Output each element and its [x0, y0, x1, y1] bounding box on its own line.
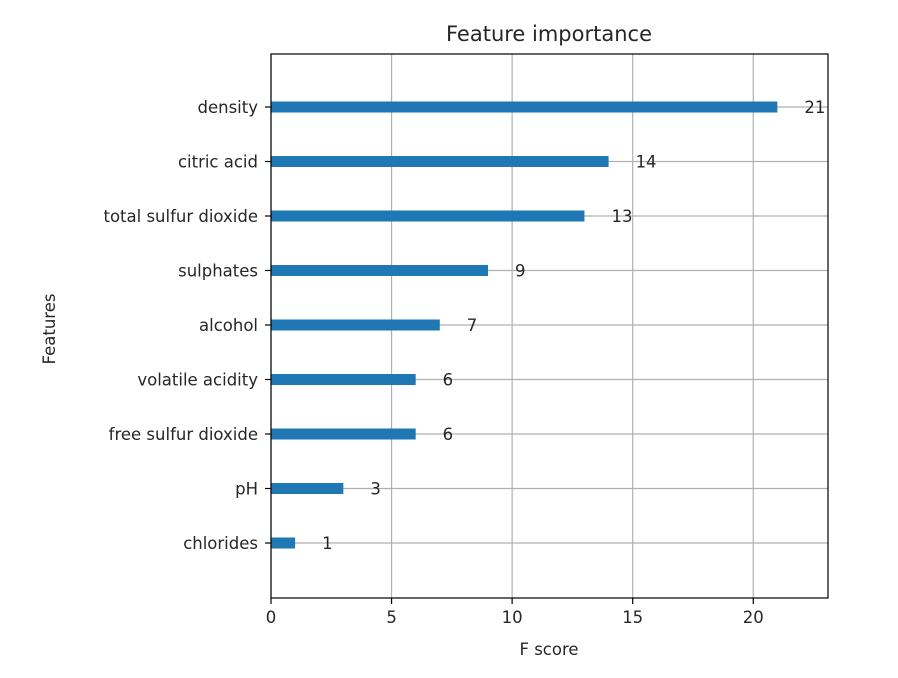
- bar: [271, 537, 296, 549]
- plot-frame: [270, 53, 829, 599]
- y-tick-label: pH: [235, 480, 258, 499]
- bar: [271, 210, 585, 222]
- bar-value-label: 21: [804, 98, 825, 117]
- y-tick-label: total sulfur dioxide: [103, 207, 258, 226]
- y-tick-label: alcohol: [199, 316, 258, 335]
- y-axis-label: Features: [40, 294, 59, 365]
- y-tick-label: sulphates: [178, 262, 258, 281]
- y-tick-label: chlorides: [183, 534, 258, 553]
- bar-value-label: 1: [322, 534, 333, 553]
- y-tick-label: density: [198, 98, 259, 117]
- y-tick-label: volatile acidity: [137, 371, 258, 390]
- x-tick-label: 0: [266, 608, 277, 627]
- ticks-layer: 0 5 10 15 20: [265, 106, 764, 627]
- bar: [271, 483, 344, 494]
- labels-layer: density 21 citric acid 14 total sulfur dioxi…: [103, 98, 825, 553]
- chart-title: Feature importance: [446, 22, 652, 46]
- bar: [271, 374, 416, 385]
- x-tick-label: 15: [622, 608, 643, 627]
- bar-value-label: 3: [370, 480, 381, 499]
- x-axis-label: F score: [519, 640, 578, 659]
- bar: [271, 428, 416, 440]
- bar-value-label: 6: [443, 371, 454, 390]
- x-tick-label: 10: [502, 608, 523, 627]
- bar-value-label: 9: [515, 262, 526, 281]
- bar: [271, 265, 489, 276]
- bar: [271, 156, 609, 167]
- y-tick-label: free sulfur dioxide: [109, 425, 258, 444]
- bar-value-label: 6: [443, 425, 454, 444]
- bar: [271, 319, 440, 331]
- x-tick-label: 5: [386, 608, 397, 627]
- bars-layer: [271, 101, 778, 549]
- bar-value-label: 13: [611, 207, 632, 226]
- bar-value-label: 7: [467, 316, 478, 335]
- bar: [271, 101, 778, 113]
- y-tick-label: citric acid: [178, 153, 258, 172]
- bar-value-label: 14: [636, 153, 657, 172]
- x-tick-label: 20: [743, 608, 764, 627]
